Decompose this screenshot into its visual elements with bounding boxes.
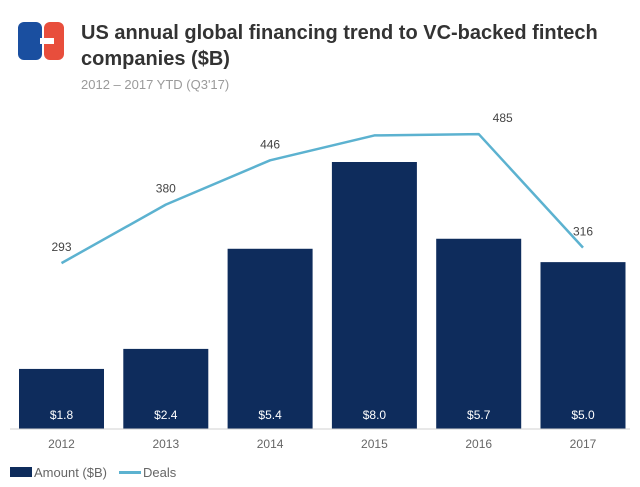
legend-swatch-deals: [118, 470, 141, 474]
legend-item-deals: Deals: [118, 464, 177, 480]
legend-item-amount: Amount ($B): [10, 465, 107, 480]
deals-label-2017: 316: [573, 225, 593, 239]
chart-title: US annual global financing trend to VC-b…: [81, 22, 598, 70]
legend-swatch-amount: [10, 467, 32, 477]
deals-label-2015: 483: [364, 112, 384, 126]
x-tick-label-2014: 2014: [257, 437, 284, 451]
deals-label-2013: 380: [156, 182, 176, 196]
chart-area: $1.8 $2.4 $5.4 $8.0 $5.7 $5.0 293 380 446 483 485…: [0, 100, 640, 460]
deals-label-2014: 446: [260, 137, 280, 151]
legend-label-amount: Amount ($B): [34, 464, 107, 480]
bar-2014: [227, 248, 313, 429]
bar-label-2016: $5.7: [467, 408, 491, 422]
bar-2016: [436, 238, 522, 429]
bar-label-2012: $1.8: [50, 408, 74, 422]
bar-label-2013: $2.4: [154, 408, 178, 422]
deals-line: [60, 132, 584, 265]
bar-label-2015: $8.0: [363, 408, 387, 422]
x-tick-label-2013: 2013: [152, 437, 179, 451]
legend: Amount ($B) Deals: [10, 462, 188, 482]
bar-label-2017: $5.0: [571, 408, 595, 422]
bar-2012: [19, 368, 104, 429]
x-axis: 2012 2013 2014 2015 2016 2017: [10, 428, 630, 451]
combo-chart: $1.8 $2.4 $5.4 $8.0 $5.7 $5.0 293 380 446 483 485…: [10, 111, 630, 451]
x-tick-label-2015: 2015: [361, 437, 388, 451]
bar-label-2014: $5.4: [258, 408, 282, 422]
bar-2015: [331, 162, 417, 429]
line-series: 293 380 446 483 485 316: [51, 111, 593, 265]
chart-subtitle: 2012 – 2017 YTD (Q3'17): [81, 77, 230, 92]
deals-label-2012: 293: [51, 240, 71, 254]
chart-header: US annual global financing trend to VC-b…: [0, 0, 640, 100]
deals-label-2016: 485: [493, 111, 513, 125]
bar-2017: [540, 262, 626, 429]
x-tick-label-2012: 2012: [48, 437, 75, 451]
x-tick-label-2016: 2016: [465, 437, 492, 451]
legend-label-deals: Deals: [142, 464, 177, 480]
cb-insights-logo-icon: [18, 22, 64, 60]
bar-2013: [123, 348, 209, 429]
x-tick-label-2017: 2017: [570, 437, 597, 451]
bar-series: $1.8 $2.4 $5.4 $8.0 $5.7 $5.0: [19, 162, 626, 429]
